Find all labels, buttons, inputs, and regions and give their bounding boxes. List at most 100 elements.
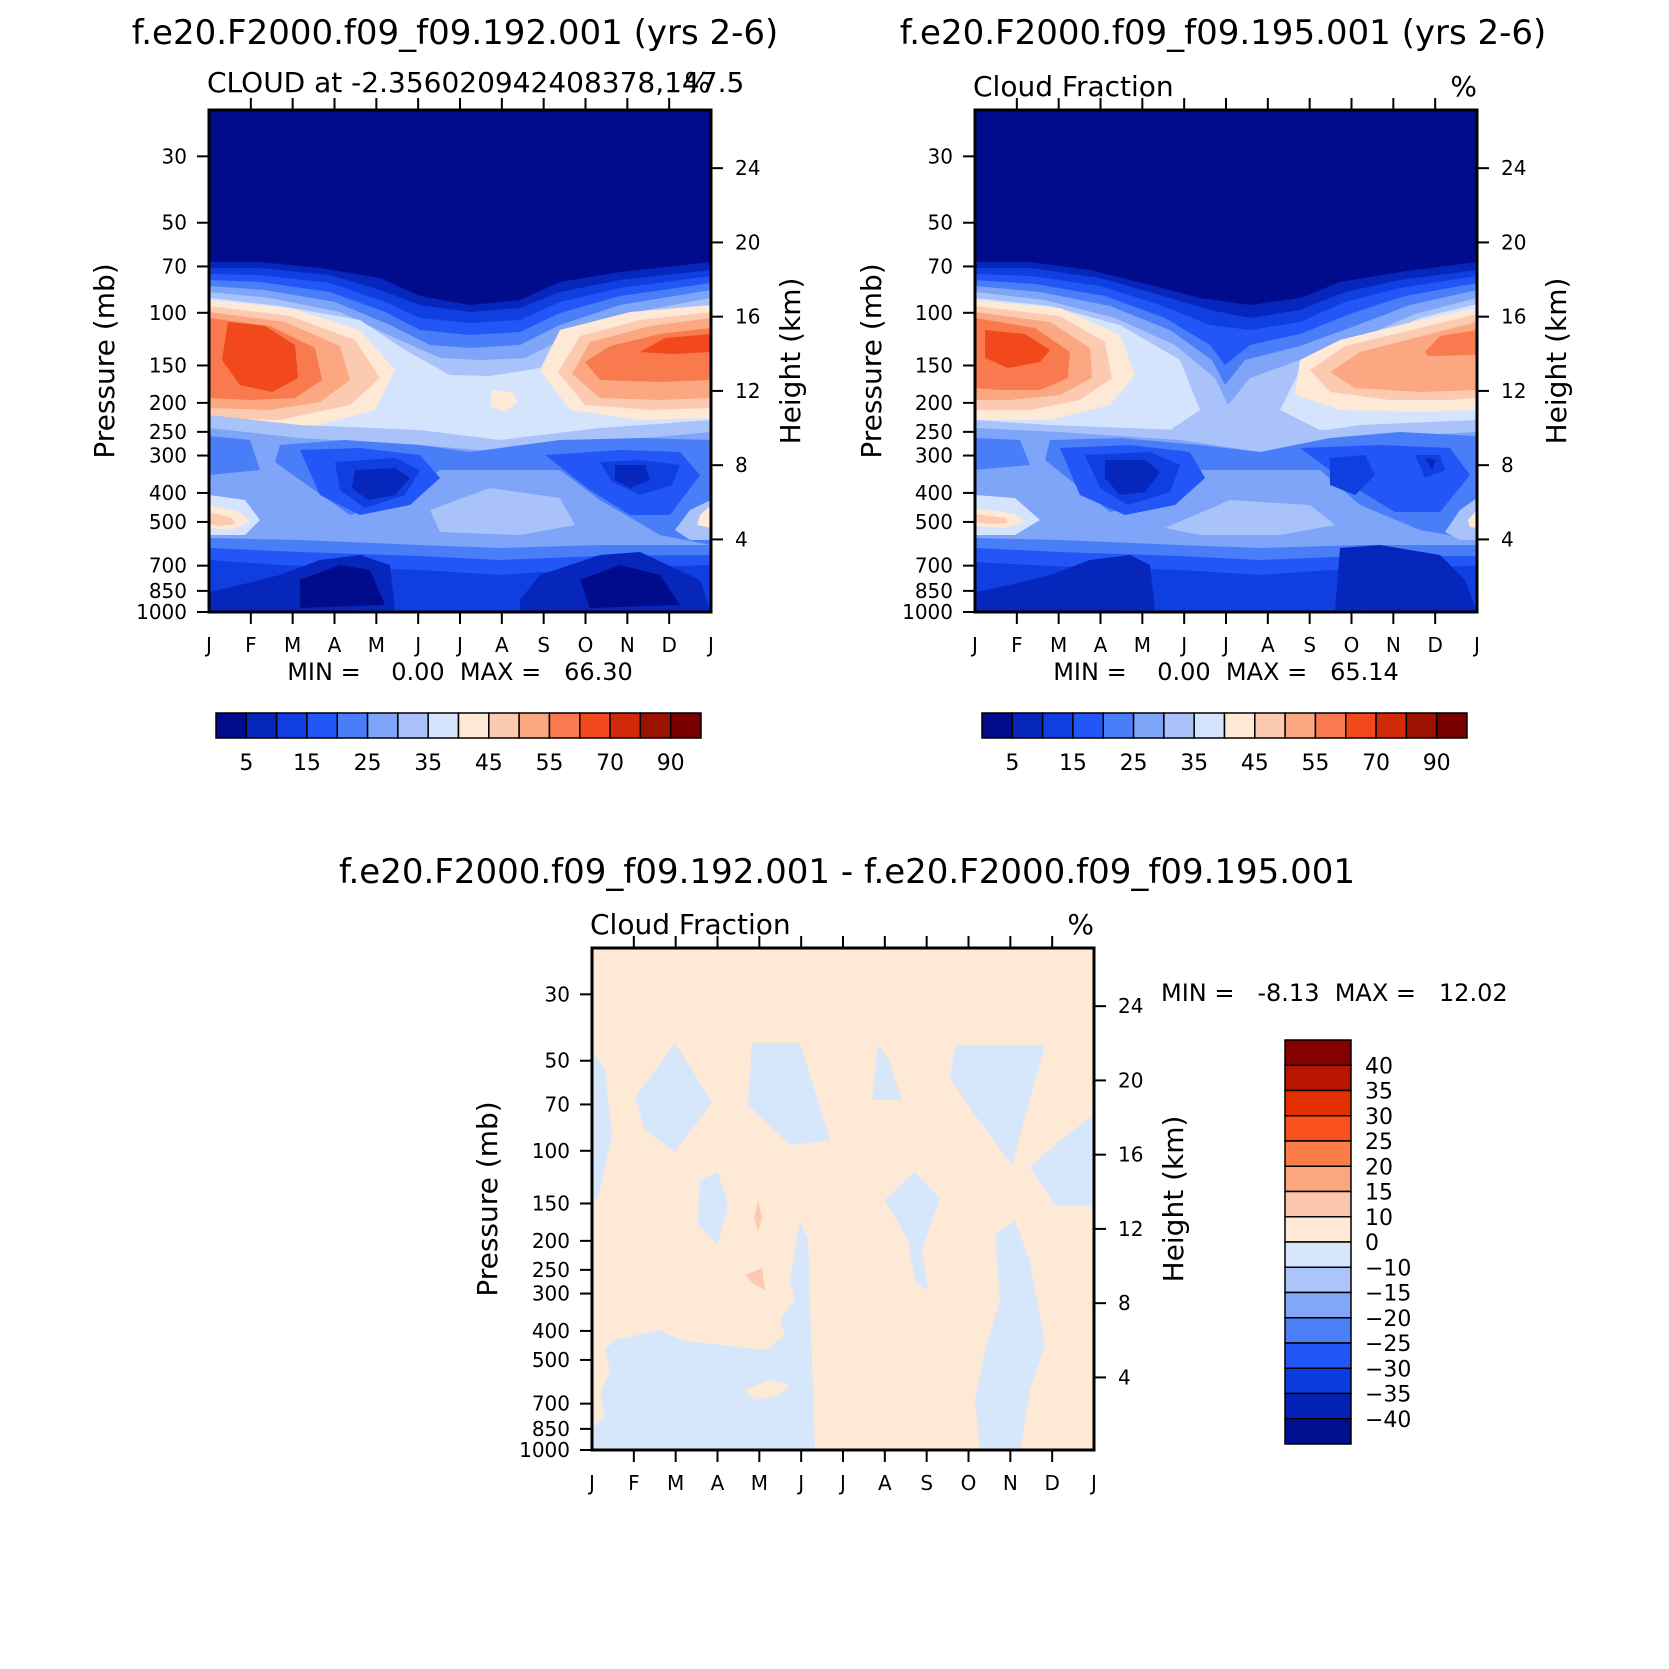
pressure-tick-label: 700 xyxy=(149,554,187,578)
pressure-tick-label: 150 xyxy=(915,353,953,377)
pressure-tick-label: 300 xyxy=(532,1282,570,1306)
colorbar-swatch xyxy=(1284,1140,1352,1167)
colorbar-swatch xyxy=(245,712,278,739)
month-tick-label: A xyxy=(328,633,342,657)
colorbar-label: 70 xyxy=(1362,751,1390,776)
contour-band xyxy=(209,436,260,475)
height-tick-label: 8 xyxy=(1501,453,1514,477)
height-tick-label: 16 xyxy=(1501,305,1526,329)
colorbar-swatch xyxy=(1284,1342,1352,1369)
panel-3-case-title: f.e20.F2000.f09_f09.192.001 - f.e20.F200… xyxy=(339,852,1355,892)
height-tick-label: 4 xyxy=(1501,527,1514,551)
colorbar-label: 55 xyxy=(535,751,563,776)
month-tick-label: J xyxy=(970,633,978,657)
colorbar-label: −35 xyxy=(1365,1383,1411,1408)
colorbar-label: 5 xyxy=(239,751,253,776)
pressure-tick-label: 30 xyxy=(928,144,953,168)
pressure-tick-label: 30 xyxy=(162,144,187,168)
panel-2-stats: MIN = 0.00 MAX = 65.14 xyxy=(1053,658,1399,686)
colorbar-swatch xyxy=(1284,1241,1352,1268)
month-tick-label: J xyxy=(838,1471,846,1495)
contour-band xyxy=(1330,455,1375,495)
pressure-tick-label: 150 xyxy=(149,353,187,377)
panel-3: f.e20.F2000.f09_f09.192.001 - f.e20.F200… xyxy=(339,852,1508,1495)
colorbar-swatch xyxy=(1284,1165,1352,1193)
colorbar-swatch xyxy=(1284,712,1317,739)
month-tick-label: J xyxy=(455,633,463,657)
month-tick-label: N xyxy=(1003,1471,1018,1495)
colorbar-label: 35 xyxy=(414,751,442,776)
colorbar-label: 10 xyxy=(1365,1206,1393,1231)
colorbar-label: 90 xyxy=(657,751,685,776)
pressure-tick-label: 250 xyxy=(532,1258,570,1282)
month-tick-label: J xyxy=(1221,633,1229,657)
colorbar-swatch xyxy=(518,712,551,739)
month-tick-label: D xyxy=(1427,633,1442,657)
colorbar-swatch xyxy=(336,712,369,739)
colorbar-label: 25 xyxy=(1365,1130,1393,1155)
height-tick-label: 4 xyxy=(735,527,748,551)
month-tick-label: A xyxy=(1094,633,1108,657)
pressure-tick-label: 70 xyxy=(928,254,953,278)
panel-1-units: % xyxy=(684,66,711,99)
panel-1-ylabel-left: Pressure (mb) xyxy=(88,263,121,458)
month-tick-label: S xyxy=(920,1471,933,1495)
contour-band xyxy=(975,555,1155,612)
month-tick-label: S xyxy=(537,633,550,657)
panel-3-ylabel-right: Height (km) xyxy=(1157,1116,1190,1283)
colorbar-label: 15 xyxy=(293,751,321,776)
contour-band xyxy=(885,1172,940,1290)
pressure-tick-label: 700 xyxy=(532,1392,570,1416)
colorbar-label: 30 xyxy=(1365,1105,1393,1130)
panel-1-left-title: CLOUD at -2.356020942408378,147.5 xyxy=(207,66,744,99)
colorbar-swatch xyxy=(1284,1115,1352,1142)
colorbar-swatch xyxy=(1314,712,1347,739)
contour-band xyxy=(745,1380,790,1400)
colorbar-swatch xyxy=(1375,712,1408,739)
pressure-tick-label: 100 xyxy=(149,301,187,325)
colorbar-swatch xyxy=(1284,1317,1352,1344)
month-tick-label: J xyxy=(413,633,421,657)
month-tick-label: O xyxy=(961,1471,977,1495)
colorbar-label: 55 xyxy=(1301,751,1329,776)
colorbar-swatch xyxy=(1284,1291,1352,1319)
pressure-tick-label: 300 xyxy=(149,444,187,468)
colorbar-swatch xyxy=(1345,712,1377,739)
contour-band xyxy=(592,1050,612,1198)
panel-2-ylabel-left: Pressure (mb) xyxy=(855,263,888,458)
month-tick-label: J xyxy=(204,633,212,657)
pressure-tick-label: 850 xyxy=(532,1417,570,1441)
pressure-tick-label: 500 xyxy=(915,510,953,534)
month-tick-label: O xyxy=(1344,633,1360,657)
height-tick-label: 20 xyxy=(1501,230,1526,254)
panel-3-ylabel-left: Pressure (mb) xyxy=(471,1101,504,1296)
contour-band xyxy=(1105,460,1160,495)
colorbar-label: 35 xyxy=(1365,1080,1393,1105)
pressure-tick-label: 300 xyxy=(915,444,953,468)
panel-2-units: % xyxy=(1450,70,1477,103)
month-tick-label: F xyxy=(628,1471,640,1495)
panel-3-stats: MIN = -8.13 MAX = 12.02 xyxy=(1161,979,1508,1007)
contour-band xyxy=(615,465,650,488)
month-tick-label: F xyxy=(245,633,257,657)
colorbar-label: 5 xyxy=(1005,751,1019,776)
pressure-tick-label: 200 xyxy=(532,1229,570,1253)
contour-field-1 xyxy=(209,110,711,612)
pressure-tick-label: 50 xyxy=(162,211,187,235)
colorbar-swatch xyxy=(457,712,490,739)
month-tick-label: N xyxy=(620,633,635,657)
colorbar-label: 35 xyxy=(1180,751,1208,776)
colorbar-label: −30 xyxy=(1365,1357,1411,1382)
colorbar-swatch xyxy=(1284,1039,1352,1066)
panel-3-left-title: Cloud Fraction xyxy=(590,908,791,941)
panel-1-ylabel-right: Height (km) xyxy=(774,278,807,445)
pressure-tick-label: 700 xyxy=(915,554,953,578)
colorbar-swatch xyxy=(1284,1392,1352,1420)
month-tick-label: M xyxy=(1050,633,1067,657)
colorbar-2: 5 15 25 35 45 55 70 90 xyxy=(981,712,1468,776)
month-tick-label: D xyxy=(1044,1471,1059,1495)
colorbar-swatch xyxy=(609,712,642,739)
colorbar-swatch xyxy=(548,712,581,739)
colorbar-label: −40 xyxy=(1365,1408,1411,1433)
